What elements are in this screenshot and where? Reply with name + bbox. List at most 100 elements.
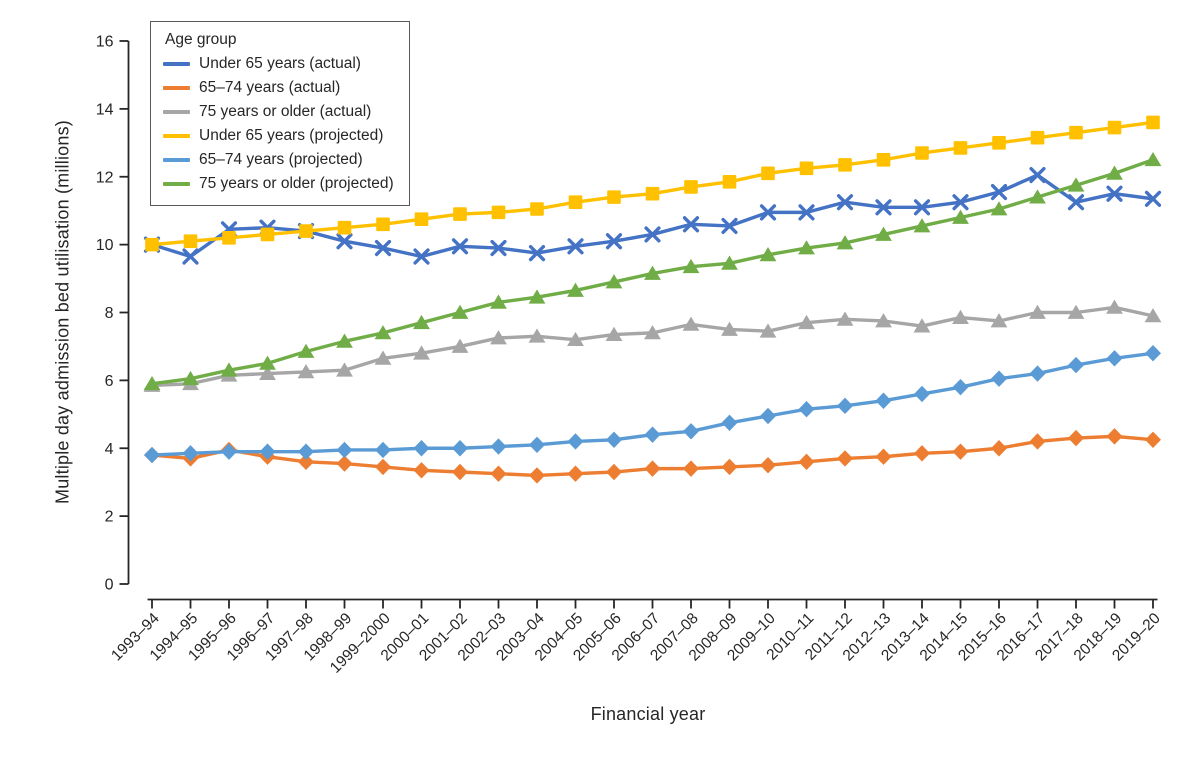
legend-item-label: Under 65 years (projected) bbox=[199, 127, 384, 144]
data-point-marker-75-years-or-older-projected bbox=[605, 274, 623, 289]
data-point-marker-65-74-years-projected bbox=[837, 397, 853, 415]
data-point-marker-under-65-years-actual bbox=[759, 204, 777, 221]
data-point-marker-75-years-or-older-projected bbox=[413, 314, 430, 330]
data-point-marker-75-years-or-older-projected bbox=[143, 375, 161, 391]
data-point-marker-75-years-or-older-projected bbox=[798, 240, 815, 255]
data-point-marker-75-years-or-older-actual bbox=[682, 316, 700, 331]
data-point-marker-under-65-years-actual bbox=[490, 239, 507, 257]
data-point-marker-under-65-years-actual bbox=[1029, 166, 1046, 184]
legend-swatch-75-years-or-older-projected bbox=[163, 182, 190, 186]
data-point-marker-65-74-years-projected bbox=[567, 433, 584, 450]
data-point-marker-65-74-years-projected bbox=[1145, 345, 1161, 362]
data-point-marker-under-65-years-actual bbox=[798, 204, 815, 221]
data-point-marker-75-years-or-older-projected bbox=[952, 209, 969, 224]
data-point-marker-65-74-years-actual bbox=[336, 455, 353, 472]
legend-item-65-74-years-projected: 65–74 years (projected) bbox=[163, 148, 394, 172]
legend-item-65-74-years-actual: 65–74 years (actual) bbox=[163, 76, 394, 100]
data-point-marker-75-years-or-older-projected bbox=[490, 294, 507, 309]
data-point-marker-75-years-or-older-actual bbox=[336, 362, 353, 377]
data-point-marker-75-years-or-older-projected bbox=[1144, 151, 1162, 167]
data-point-marker-under-65-years-projected bbox=[1069, 125, 1083, 140]
data-point-marker-75-years-or-older-actual bbox=[644, 325, 661, 340]
data-point-marker-under-65-years-actual bbox=[913, 199, 931, 216]
data-point-marker-under-65-years-actual bbox=[413, 248, 430, 265]
data-point-marker-under-65-years-actual bbox=[1106, 185, 1123, 202]
data-point-marker-under-65-years-actual bbox=[451, 238, 469, 255]
data-point-marker-75-years-or-older-actual bbox=[1067, 304, 1085, 319]
data-point-marker-65-74-years-actual bbox=[1029, 433, 1046, 450]
data-point-marker-65-74-years-actual bbox=[606, 463, 622, 481]
data-point-marker-65-74-years-projected bbox=[221, 443, 237, 460]
legend-swatch-75-years-or-older-actual bbox=[163, 110, 190, 114]
data-point-marker-under-65-years-projected bbox=[992, 136, 1006, 150]
data-point-marker-75-years-or-older-actual bbox=[952, 309, 969, 324]
data-point-marker-under-65-years-projected bbox=[953, 141, 968, 155]
data-point-marker-65-74-years-actual bbox=[490, 465, 507, 482]
data-point-marker-65-74-years-actual bbox=[837, 450, 853, 467]
data-point-marker-75-years-or-older-projected bbox=[1067, 177, 1085, 192]
data-point-marker-65-74-years-projected bbox=[1068, 356, 1084, 374]
data-point-marker-75-years-or-older-projected bbox=[259, 355, 276, 370]
data-point-marker-under-65-years-projected bbox=[799, 161, 814, 176]
data-point-marker-under-65-years-projected bbox=[376, 217, 390, 232]
y-tick-label: 8 bbox=[105, 305, 114, 322]
legend-swatch-65-74-years-projected bbox=[163, 158, 190, 162]
data-point-marker-under-65-years-projected bbox=[1107, 120, 1122, 135]
y-tick-label: 0 bbox=[105, 577, 114, 594]
data-point-marker-under-65-years-actual bbox=[990, 183, 1008, 201]
data-point-marker-under-65-years-actual bbox=[952, 194, 969, 211]
legend-swatch-under-65-years-actual bbox=[163, 62, 190, 66]
data-point-marker-65-74-years-actual bbox=[375, 458, 391, 476]
data-point-marker-65-74-years-projected bbox=[182, 445, 199, 462]
y-tick-label: 6 bbox=[105, 373, 114, 390]
data-point-marker-75-years-or-older-projected bbox=[990, 201, 1008, 216]
data-point-marker-under-65-years-projected bbox=[183, 234, 198, 249]
legend-item-label: Under 65 years (actual) bbox=[199, 55, 361, 72]
y-tick-label: 12 bbox=[96, 169, 114, 186]
data-point-marker-75-years-or-older-actual bbox=[990, 313, 1008, 328]
data-point-marker-75-years-or-older-projected bbox=[182, 370, 199, 386]
data-point-marker-under-65-years-actual bbox=[528, 245, 546, 262]
data-point-marker-75-years-or-older-projected bbox=[721, 255, 738, 270]
legend-item-75-years-or-older-actual: 75 years or older (actual) bbox=[163, 100, 394, 124]
data-point-marker-65-74-years-projected bbox=[952, 378, 969, 396]
y-axis-title: Multiple day admission bed utilisation (… bbox=[52, 120, 73, 504]
data-point-marker-under-65-years-actual bbox=[567, 238, 584, 255]
data-point-marker-65-74-years-projected bbox=[375, 441, 391, 459]
data-point-marker-65-74-years-projected bbox=[336, 441, 353, 459]
legend-item-label: 65–74 years (actual) bbox=[199, 79, 341, 96]
data-point-marker-65-74-years-actual bbox=[644, 460, 661, 477]
y-tick-label: 10 bbox=[96, 237, 114, 254]
data-point-marker-65-74-years-projected bbox=[914, 385, 930, 403]
data-point-marker-65-74-years-projected bbox=[413, 440, 430, 457]
legend-swatch-65-74-years-actual bbox=[163, 86, 190, 90]
data-point-marker-65-74-years-actual bbox=[413, 462, 430, 479]
data-point-marker-75-years-or-older-actual bbox=[451, 338, 469, 353]
legend-item-75-years-or-older-projected: 75 years or older (projected) bbox=[163, 172, 394, 196]
data-point-marker-65-74-years-actual bbox=[952, 443, 969, 460]
data-point-marker-65-74-years-projected bbox=[760, 407, 776, 425]
data-point-marker-under-65-years-projected bbox=[684, 180, 698, 194]
data-point-marker-75-years-or-older-projected bbox=[875, 226, 892, 241]
data-point-marker-65-74-years-projected bbox=[144, 446, 160, 464]
data-point-marker-75-years-or-older-actual bbox=[721, 321, 738, 336]
data-point-marker-65-74-years-projected bbox=[606, 431, 622, 448]
data-point-marker-65-74-years-actual bbox=[1068, 429, 1084, 447]
data-point-marker-65-74-years-projected bbox=[683, 423, 699, 440]
data-point-marker-75-years-or-older-actual bbox=[875, 313, 892, 328]
data-point-marker-under-65-years-projected bbox=[299, 224, 313, 238]
data-point-marker-under-65-years-actual bbox=[836, 194, 854, 211]
legend-item-under-65-years-actual: Under 65 years (actual) bbox=[163, 52, 394, 76]
data-point-marker-75-years-or-older-actual bbox=[413, 345, 430, 360]
legend-item-label: 75 years or older (projected) bbox=[199, 175, 394, 192]
data-point-marker-under-65-years-projected bbox=[453, 207, 467, 221]
data-point-marker-75-years-or-older-projected bbox=[1029, 189, 1046, 204]
data-point-marker-under-65-years-projected bbox=[260, 227, 275, 242]
data-point-marker-under-65-years-projected bbox=[145, 237, 159, 252]
data-point-marker-75-years-or-older-actual bbox=[567, 331, 584, 347]
y-tick-label: 16 bbox=[96, 34, 114, 51]
data-point-marker-65-74-years-projected bbox=[644, 426, 661, 443]
data-point-marker-75-years-or-older-projected bbox=[374, 325, 392, 340]
data-point-marker-75-years-or-older-projected bbox=[759, 247, 777, 262]
